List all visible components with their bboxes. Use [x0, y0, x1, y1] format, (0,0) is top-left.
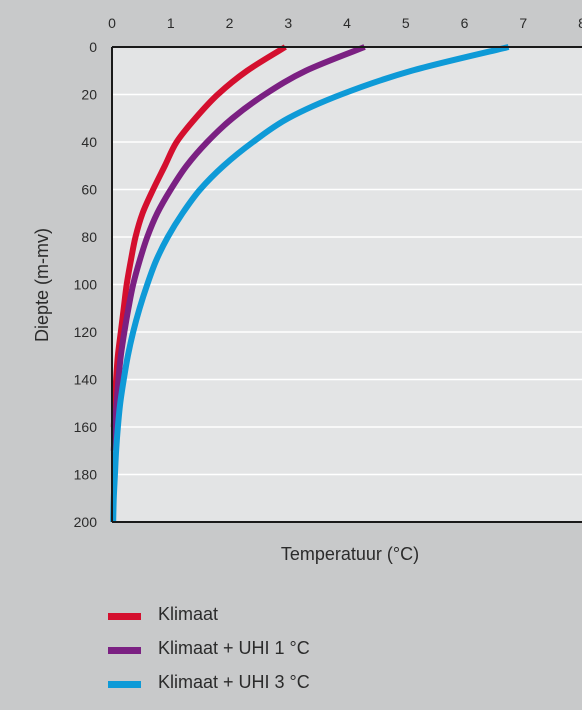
- x-axis-ticks: 0 1 2 3 4 5 6 7 8: [108, 15, 582, 31]
- x-tick-label: 4: [343, 15, 351, 31]
- y-tick-label: 140: [74, 372, 98, 388]
- y-tick-label: 40: [81, 134, 97, 150]
- legend-swatch: [108, 613, 141, 620]
- y-tick-label: 60: [81, 182, 97, 198]
- x-tick-label: 5: [402, 15, 410, 31]
- y-tick-label: 100: [74, 277, 98, 293]
- legend-swatch: [108, 681, 141, 688]
- y-axis-title: Diepte (m-mv): [32, 228, 52, 342]
- gridlines: [112, 93, 582, 476]
- legend-label: Klimaat + UHI 3 °C: [158, 672, 310, 692]
- y-tick-label: 0: [89, 39, 97, 55]
- y-tick-label: 20: [81, 87, 97, 103]
- y-tick-label: 200: [74, 514, 98, 530]
- x-tick-label: 1: [167, 15, 175, 31]
- x-tick-label: 2: [226, 15, 234, 31]
- series-line-2: [110, 44, 366, 451]
- series-line-3: [110, 44, 510, 523]
- y-tick-label: 160: [74, 419, 98, 435]
- y-axis-ticks: 0 20 40 60 80 100 120 140 160 180 200: [74, 39, 98, 530]
- legend-label: Klimaat: [158, 604, 219, 624]
- x-tick-label: 8: [578, 15, 582, 31]
- series-lines: [110, 44, 510, 523]
- x-tick-label: 7: [519, 15, 527, 31]
- x-tick-label: 0: [108, 15, 116, 31]
- legend-swatch: [108, 647, 141, 654]
- y-tick-label: 120: [74, 324, 98, 340]
- x-tick-label: 3: [284, 15, 292, 31]
- x-tick-label: 6: [461, 15, 469, 31]
- x-axis-title: Temperatuur (°C): [281, 544, 419, 564]
- y-tick-label: 80: [81, 229, 97, 245]
- legend-label: Klimaat + UHI 1 °C: [158, 638, 310, 658]
- y-tick-label: 180: [74, 467, 98, 483]
